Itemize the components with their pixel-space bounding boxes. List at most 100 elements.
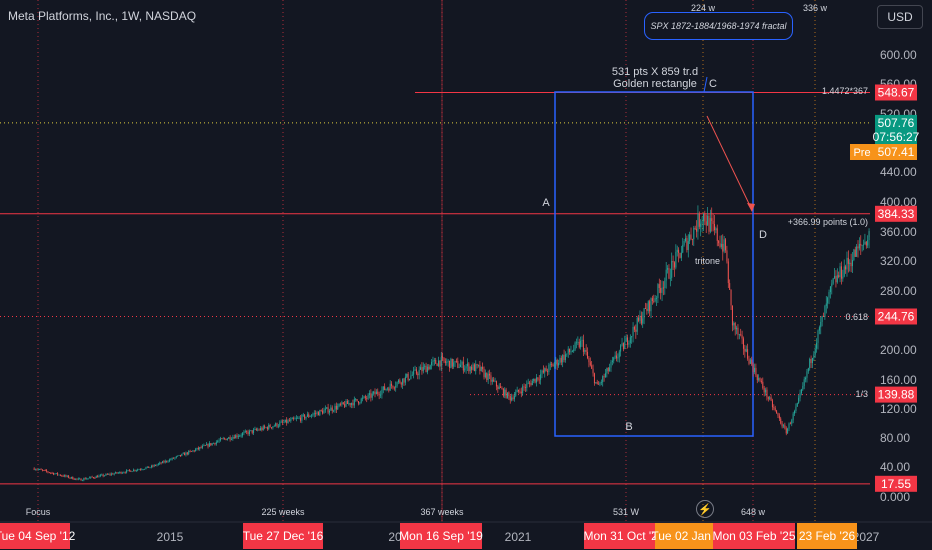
candle-body xyxy=(540,374,542,380)
candle-body xyxy=(803,379,805,386)
candle-body xyxy=(559,357,561,364)
candle-body xyxy=(745,349,747,352)
candle-body xyxy=(186,452,188,455)
candle-body xyxy=(633,326,635,330)
tritone-label: tritone xyxy=(695,256,720,266)
candle-body xyxy=(433,359,435,361)
premarket-price-bg xyxy=(875,144,917,160)
candle-body xyxy=(660,288,662,293)
candle-body xyxy=(188,451,190,455)
candle-body xyxy=(331,407,333,411)
candle-body xyxy=(824,305,826,317)
candle-body xyxy=(523,386,525,388)
candle-body xyxy=(127,469,129,471)
candle-body xyxy=(407,373,409,380)
time-label-2021: 2021 xyxy=(505,530,532,544)
fractal-callout[interactable]: SPX 1872-1884/1968-1974 fractal xyxy=(644,12,793,40)
candle-body xyxy=(545,368,547,372)
candle-body xyxy=(616,355,618,359)
candle-body xyxy=(210,443,212,446)
candle-body xyxy=(582,339,584,352)
candle-body xyxy=(353,399,355,406)
candle-body xyxy=(562,354,564,363)
price-label-548: 548.67 xyxy=(878,86,915,100)
candle-body xyxy=(468,363,470,372)
candle-body xyxy=(250,430,252,432)
price-label-current-bg xyxy=(875,114,917,145)
candle-body xyxy=(849,262,851,264)
candle-body xyxy=(455,360,457,362)
currency-button[interactable]: USD xyxy=(877,5,923,29)
candle-body xyxy=(497,386,499,389)
candle-body xyxy=(736,327,738,330)
candle-body xyxy=(464,368,466,371)
candle-body xyxy=(719,243,721,248)
candle-body xyxy=(570,351,572,353)
candle-body xyxy=(449,360,451,369)
candle-body xyxy=(690,234,692,240)
candle-body xyxy=(39,469,41,470)
candle-body xyxy=(175,456,177,458)
candle-body xyxy=(436,363,438,366)
candle-body xyxy=(506,392,508,398)
candle-body xyxy=(47,471,49,473)
candle-body xyxy=(123,472,125,474)
candle-body xyxy=(773,407,775,408)
candle-body xyxy=(133,469,135,472)
candle-body xyxy=(705,221,707,226)
candle-body xyxy=(524,387,526,389)
candle-body xyxy=(173,457,175,459)
time-label-2027: 2027 xyxy=(853,530,880,544)
candle-body xyxy=(346,401,348,404)
candle-body xyxy=(161,461,163,464)
candle-body xyxy=(661,287,663,293)
candle-body xyxy=(595,382,597,384)
candle-body xyxy=(614,355,616,358)
candle-body xyxy=(473,364,475,372)
candle-body xyxy=(856,246,858,257)
candle-body xyxy=(851,260,853,267)
candle-body xyxy=(787,428,789,434)
candle-body xyxy=(480,366,482,371)
candle-body xyxy=(200,447,202,448)
candle-body xyxy=(535,377,537,383)
candle-body xyxy=(588,358,590,363)
candle-body xyxy=(130,470,132,472)
candle-body xyxy=(312,414,314,416)
candle-body xyxy=(686,238,688,250)
candle-body xyxy=(362,397,364,399)
candle-body xyxy=(603,376,605,378)
candle-body xyxy=(139,469,141,471)
candle-body xyxy=(551,364,553,366)
candle-body xyxy=(751,359,753,365)
candle-body xyxy=(334,405,336,411)
candle-body xyxy=(409,378,411,380)
box-label-golden: Golden rectangle xyxy=(613,78,697,90)
candle-body xyxy=(41,469,43,471)
candle-body xyxy=(330,407,332,411)
candle-body xyxy=(683,241,685,245)
candle-body xyxy=(70,476,72,478)
candle-body xyxy=(742,338,744,349)
price-label-244: 244.76 xyxy=(878,310,915,324)
candle-body xyxy=(371,393,373,398)
candle-body xyxy=(417,373,419,376)
candle-body xyxy=(478,365,480,366)
candle-body xyxy=(373,391,375,394)
candle-body xyxy=(733,322,735,326)
lightning-icon[interactable]: ⚡ xyxy=(696,500,714,518)
candle-body xyxy=(861,245,863,246)
candle-body xyxy=(702,213,704,222)
candle-body xyxy=(708,215,710,232)
candle-body xyxy=(854,249,856,257)
candle-body xyxy=(327,407,329,413)
candle-body xyxy=(542,370,544,373)
candle-body xyxy=(792,413,794,421)
price-tick-label: 120.00 xyxy=(880,402,917,416)
price-tick-label: 40.00 xyxy=(880,460,910,474)
candle-body xyxy=(301,414,303,421)
candle-body xyxy=(272,426,274,428)
candle-body xyxy=(355,399,357,400)
candle-body xyxy=(306,414,308,417)
